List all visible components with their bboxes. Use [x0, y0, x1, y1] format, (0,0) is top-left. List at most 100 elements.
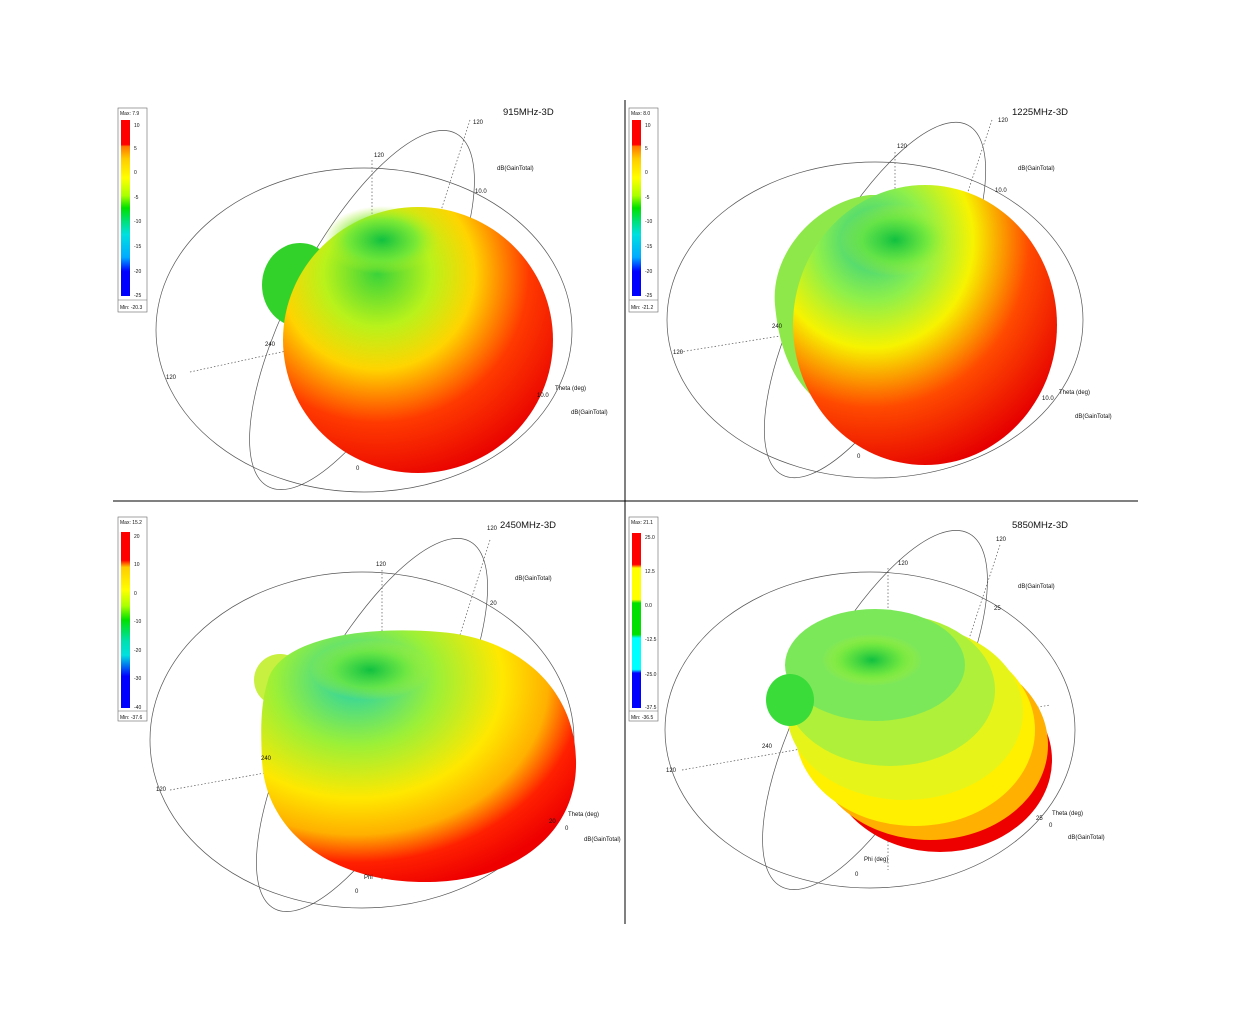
legend-tick: -5: [645, 195, 650, 201]
panel-5850mhz: Max: 21.1 Min: -36.5 25.0 12.5 0.0 -12.5…: [628, 516, 1105, 890]
gain-label: dB(GainTotal): [497, 166, 534, 172]
theta-label: Theta (deg): [568, 812, 599, 818]
legend-tick: -12.5: [645, 637, 657, 643]
theta-label: Theta (deg): [1059, 390, 1090, 396]
radius-label: 10.0: [995, 188, 1007, 194]
radius-label: 25: [994, 606, 1001, 612]
gain-label: dB(GainTotal): [1068, 835, 1105, 841]
ring-label: 120: [156, 787, 167, 793]
legend-tick: -20: [134, 269, 141, 275]
legend-tick: 0: [645, 170, 648, 176]
ring-label: 120: [998, 118, 1009, 124]
zero-label: 0: [1049, 823, 1053, 829]
radiation-lobe: [774, 185, 1057, 465]
panel-1225mhz: Max: 8.0 Min: -21.2 10 5 0 -5 -10 -15 -2…: [628, 107, 1112, 479]
radiation-lobe: [254, 630, 577, 883]
panel-title: 2450MHz-3D: [500, 520, 556, 531]
legend-min: Min: -21.2: [631, 305, 653, 311]
legend-ticks: 20 10 0 -10 -20 -30 -40: [134, 534, 141, 711]
radiation-lobe: [262, 206, 553, 473]
legend-max: Max: 21.1: [631, 520, 653, 526]
axis-labels: 120 120 dB(GainTotal) 10.0 240 120 Theta…: [673, 118, 1112, 460]
legend-tick: 20: [134, 534, 140, 540]
gain-label: dB(GainTotal): [1075, 414, 1112, 420]
ring-label: 240: [762, 744, 773, 750]
panel-2450mhz: Max: 15.2 Min: -37.6 20 10 0 -10 -20 -30…: [117, 516, 621, 912]
radius-label: 10.0: [475, 189, 487, 195]
ring-label: 120: [898, 561, 909, 567]
gain-label: dB(GainTotal): [1018, 166, 1055, 172]
ring-label: 120: [487, 526, 498, 532]
radius-label: 20: [549, 819, 556, 825]
ring-label: 120: [666, 768, 677, 774]
legend-ticks: 10 5 0 -5 -10 -15 -20 -25: [134, 123, 141, 299]
ring-label: 120: [673, 350, 684, 356]
ring-label: 240: [261, 756, 272, 762]
radiation-lobe: [766, 609, 1052, 852]
legend-max: Max: 15.2: [120, 520, 142, 526]
legend-tick: 5: [645, 146, 648, 152]
legend-max: Max: 8.0: [631, 111, 650, 117]
radius-label: 20: [490, 601, 497, 607]
ring-label: 120: [374, 153, 385, 159]
axis-labels: 120 120 dB(GainTotal) 20 240 120 Theta (…: [156, 526, 621, 895]
legend-tick: -10: [134, 619, 141, 625]
ring-label: 120: [897, 144, 908, 150]
gain-label: dB(GainTotal): [584, 837, 621, 843]
legend-tick: 12.5: [645, 569, 655, 575]
ring-label: 120: [376, 562, 387, 568]
legend-ticks: 10 5 0 -5 -10 -15 -20 -25: [645, 123, 652, 299]
legend-tick: 25.0: [645, 535, 655, 541]
panel-title: 1225MHz-3D: [1012, 107, 1068, 118]
axis-labels: 120 120 dB(GainTotal) 10.0 240 120 Theta…: [166, 120, 608, 472]
panel-915mhz: Max: 7.9 Min: -20.3 10 5 0 -5 -10 -15 -2…: [117, 107, 608, 493]
legend-min: Min: -20.3: [120, 305, 142, 311]
zero-label: 0: [355, 889, 359, 895]
legend-tick: 5: [134, 146, 137, 152]
legend-tick: 0.0: [645, 603, 652, 609]
radius-label: 10.0: [537, 393, 549, 399]
ring-label: 240: [772, 324, 783, 330]
gain-label: dB(GainTotal): [515, 576, 552, 582]
legend-ticks: 25.0 12.5 0.0 -12.5 -25.0 -37.5: [645, 535, 657, 711]
legend-tick: 10: [134, 123, 140, 129]
gain-label: dB(GainTotal): [1018, 584, 1055, 590]
legend-tick: -37.5: [645, 705, 657, 711]
legend-max: Max: 7.9: [120, 111, 139, 117]
ring-label: 120: [473, 120, 484, 126]
zero-label: 0: [857, 454, 861, 460]
panel-title: 5850MHz-3D: [1012, 520, 1068, 531]
legend-tick: -5: [134, 195, 139, 201]
panel-title: 915MHz-3D: [503, 107, 554, 118]
legend-tick: -10: [134, 219, 141, 225]
zero-label: 0: [855, 872, 859, 878]
legend-tick: -40: [134, 705, 141, 711]
gain-label: dB(GainTotal): [571, 410, 608, 416]
legend-tick: -30: [134, 676, 141, 682]
ring-label: 240: [265, 342, 276, 348]
radius-label: 10.0: [1042, 396, 1054, 402]
radius-label: 25: [1036, 816, 1043, 822]
theta-label: Theta (deg): [1052, 811, 1083, 817]
legend-tick: 10: [645, 123, 651, 129]
ring-label: 120: [996, 537, 1007, 543]
legend-tick: -15: [134, 244, 141, 250]
theta-label: Theta (deg): [555, 386, 586, 392]
axis-labels: 120 120 dB(GainTotal) 25 240 120 Theta (…: [666, 537, 1105, 878]
colorbar-legend: Max: 15.2 Min: -37.6 20 10 0 -10 -20 -30…: [117, 516, 148, 722]
legend-tick: 0: [134, 170, 137, 176]
phi-label: Phi: [364, 875, 373, 881]
legend-tick: -25.0: [645, 672, 657, 678]
legend-tick: -15: [645, 244, 652, 250]
legend-tick: 10: [134, 562, 140, 568]
colorbar-legend: Max: 21.1 Min: -36.5 25.0 12.5 0.0 -12.5…: [628, 516, 659, 722]
legend-tick: -10: [645, 219, 652, 225]
colorbar-legend: Max: 8.0 Min: -21.2 10 5 0 -5 -10 -15 -2…: [628, 107, 659, 313]
legend-tick: -20: [134, 648, 141, 654]
phi-label: Phi (deg): [864, 857, 888, 863]
legend-tick: -25: [134, 293, 141, 299]
zero-label: 0: [356, 466, 360, 472]
legend-tick: -25: [645, 293, 652, 299]
colorbar-legend: Max: 7.9 Min: -20.3 10 5 0 -5 -10 -15 -2…: [117, 107, 148, 313]
